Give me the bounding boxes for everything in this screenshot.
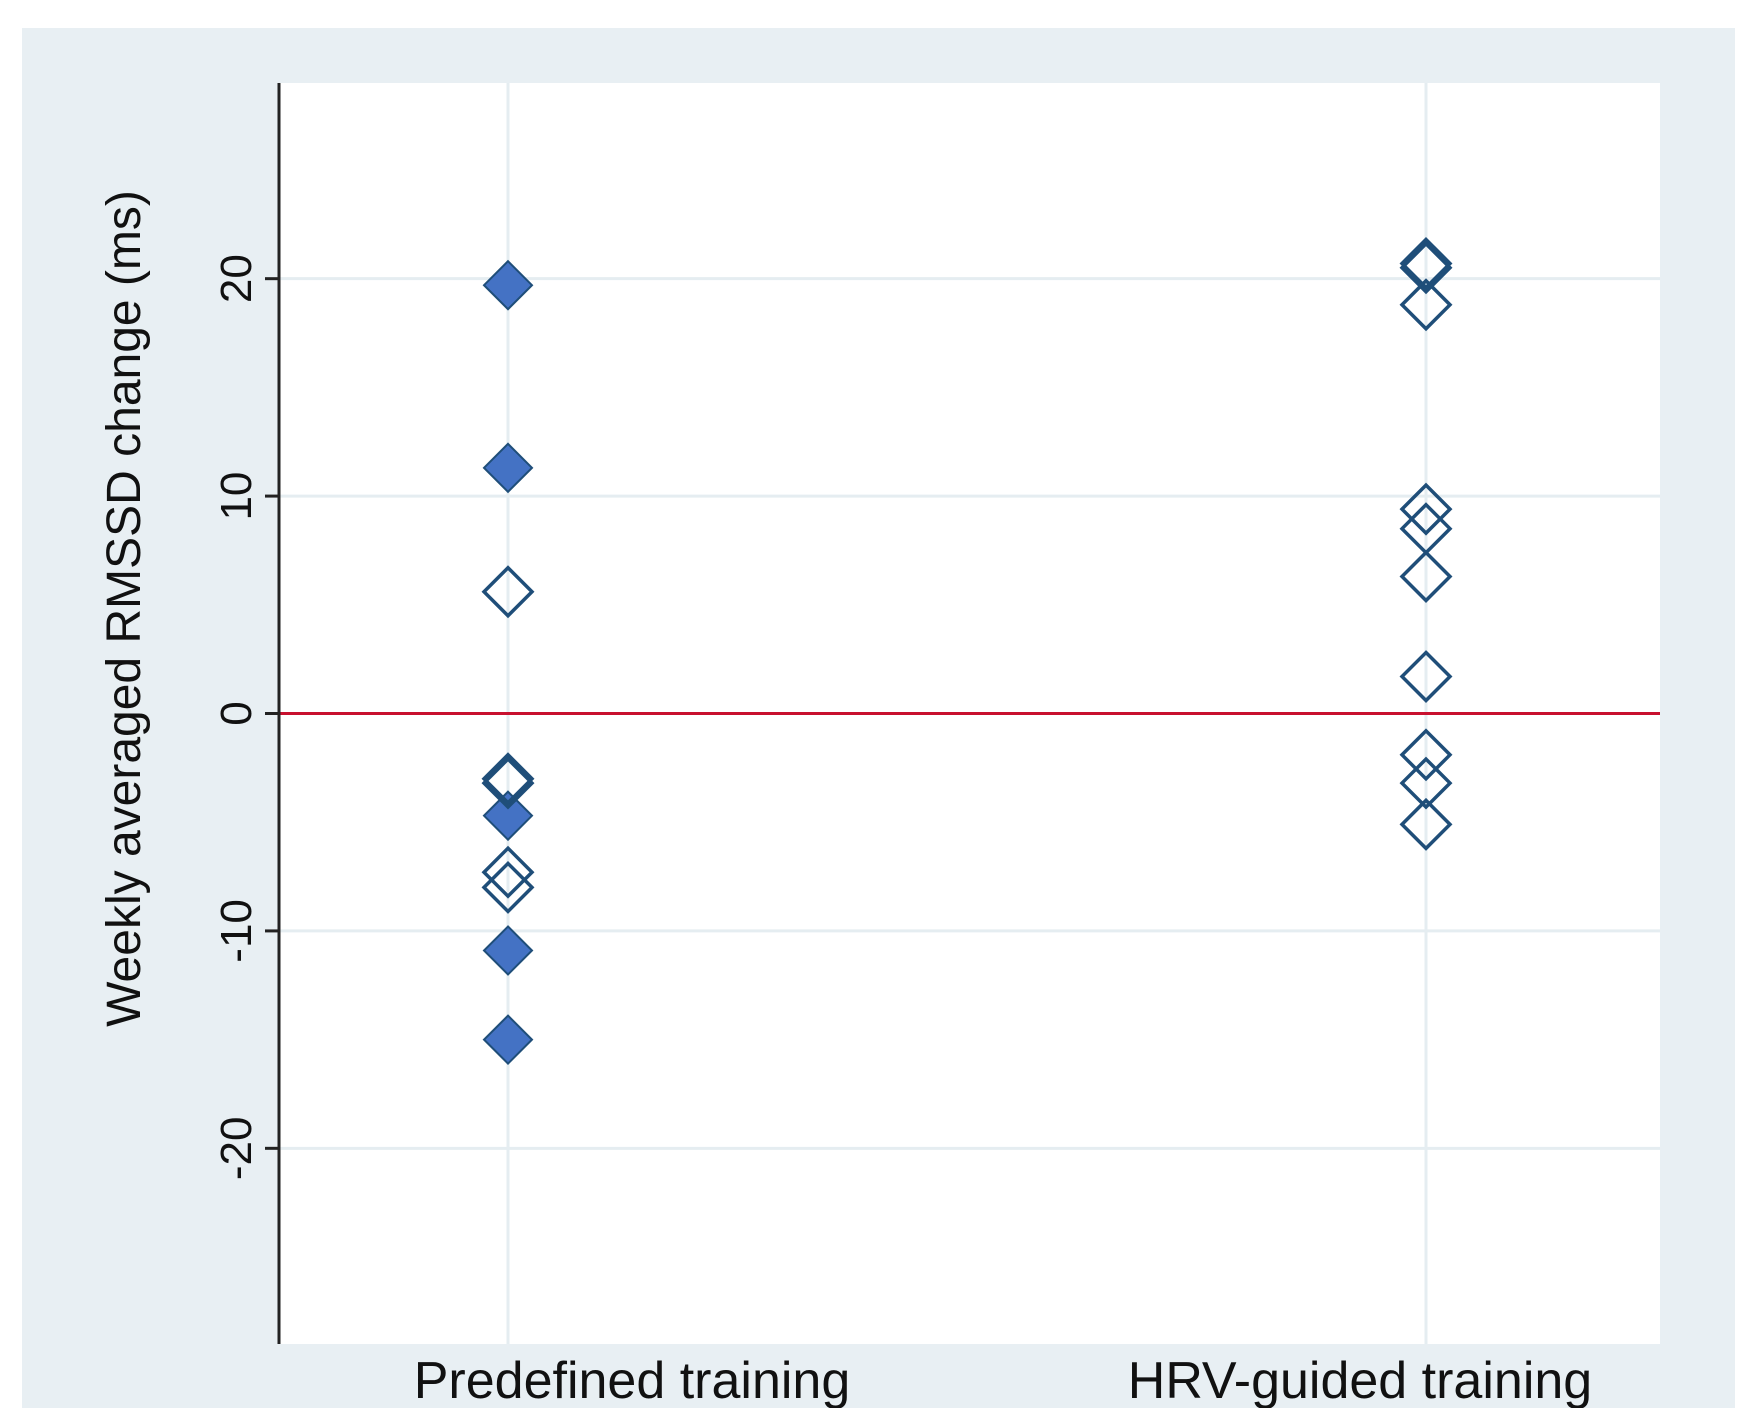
hollow-diamond-point <box>1399 278 1453 332</box>
hollow-diamond-point <box>1399 550 1453 604</box>
filled-diamond-point <box>482 790 534 842</box>
filled-diamond-point <box>482 442 534 494</box>
y-tick-label: -20 <box>212 1117 261 1181</box>
filled-diamond-point <box>482 925 534 976</box>
y-axis-ticks: -20 -10 0 10 20 <box>212 254 279 1180</box>
hollow-diamond-point <box>1399 482 1453 536</box>
y-axis-title: Weekly averaged RMSSD change (ms) <box>98 190 151 1027</box>
hollow-diamond-point <box>1399 756 1453 810</box>
hollow-diamond-point <box>1399 241 1453 295</box>
data-points <box>481 236 1453 1066</box>
y-tick-label: -10 <box>212 899 261 963</box>
scatter-chart: -20 -10 0 10 20 Weekly averaged RMSSD change… <box>98 83 1660 1408</box>
y-tick-label: 10 <box>212 472 261 521</box>
filled-diamond-point <box>482 1014 534 1066</box>
x-category-label: Predefined training <box>414 1352 851 1408</box>
filled-diamond-point <box>482 259 534 311</box>
hollow-diamond-point <box>1399 797 1453 851</box>
hollow-diamond-point <box>481 752 535 806</box>
y-tick-label: 20 <box>212 254 261 303</box>
hollow-diamond-point <box>1399 650 1453 704</box>
x-axis-category-labels: Predefined training HRV-guided training <box>414 1352 1592 1408</box>
hollow-diamond-point <box>481 565 535 619</box>
hollow-diamond-point <box>481 860 535 914</box>
hollow-diamond-point <box>481 756 535 810</box>
hollow-diamond-point <box>1399 236 1453 290</box>
y-tick-label: 0 <box>212 701 261 725</box>
hollow-diamond-point <box>1399 728 1453 782</box>
hollow-diamond-point <box>481 845 535 899</box>
figure-background: -20 -10 0 10 20 Weekly averaged RMSSD change… <box>22 28 1735 1408</box>
x-category-label: HRV-guided training <box>1128 1352 1592 1408</box>
